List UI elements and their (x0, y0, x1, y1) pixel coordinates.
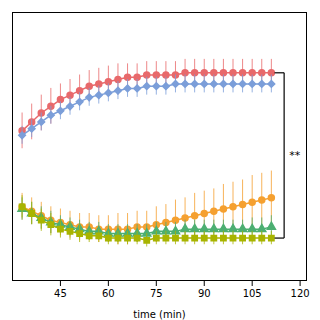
svg-text:120: 120 (291, 288, 310, 299)
svg-text:45: 45 (54, 288, 67, 299)
svg-text:105: 105 (243, 288, 262, 299)
svg-text:90: 90 (198, 288, 211, 299)
svg-text:time (min): time (min) (133, 309, 186, 320)
svg-text:60: 60 (102, 288, 115, 299)
svg-text:75: 75 (150, 288, 163, 299)
svg-text:**: ** (289, 149, 301, 162)
